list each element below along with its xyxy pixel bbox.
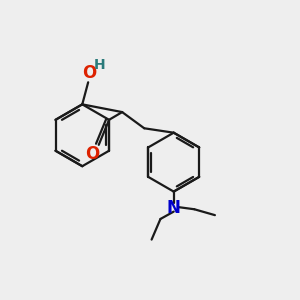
Text: N: N [167,199,181,217]
Text: O: O [85,145,99,163]
Text: H: H [94,58,105,72]
Text: O: O [82,64,96,82]
